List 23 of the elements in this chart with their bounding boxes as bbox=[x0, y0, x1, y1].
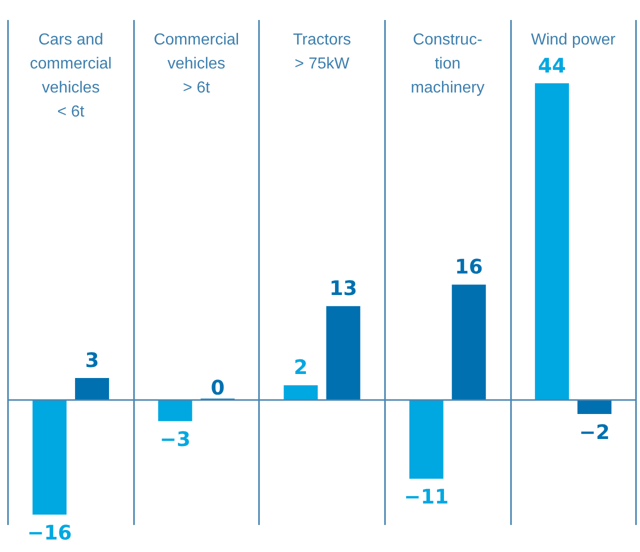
bar bbox=[75, 378, 110, 400]
data-label: −16 bbox=[27, 520, 72, 545]
bar bbox=[326, 306, 360, 400]
data-label: 44 bbox=[538, 53, 566, 78]
bar bbox=[158, 400, 192, 422]
data-label: 16 bbox=[454, 254, 483, 279]
data-label: 13 bbox=[329, 276, 358, 300]
data-label: 3 bbox=[85, 348, 100, 372]
x-tick-label: Construc- tion machinery bbox=[410, 32, 485, 96]
x-tick-label: Commercial vehicles > 6t bbox=[154, 32, 240, 96]
data-label: −11 bbox=[404, 484, 449, 509]
bar bbox=[284, 385, 318, 400]
bar bbox=[409, 400, 444, 479]
data-label: 2 bbox=[294, 355, 308, 380]
bar bbox=[452, 284, 486, 400]
x-tick-label: Wind power bbox=[530, 32, 616, 48]
x-tick-label: Tractors > 75kW bbox=[292, 32, 352, 72]
bar bbox=[534, 83, 569, 400]
x-tick-label: Cars and commercial vehicles < 6t bbox=[30, 32, 112, 120]
data-label: −2 bbox=[579, 420, 610, 444]
data-label: −3 bbox=[160, 427, 190, 452]
bar bbox=[32, 400, 67, 515]
data-label: 0 bbox=[210, 376, 225, 400]
